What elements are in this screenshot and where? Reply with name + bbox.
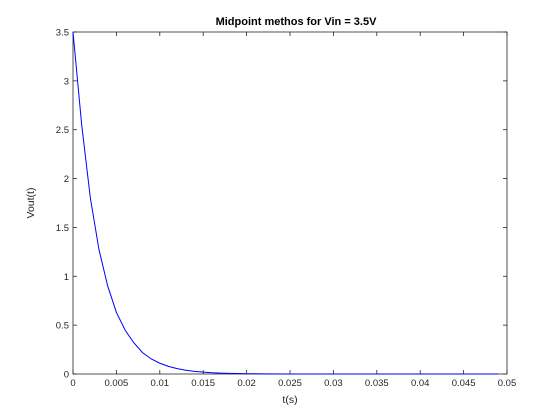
- x-axis-label: t(s): [282, 394, 297, 406]
- chart-title: Midpoint methos for Vin = 3.5V: [216, 16, 378, 28]
- x-tick-label: 0.02: [237, 378, 256, 389]
- x-tick-label: 0.015: [191, 378, 215, 389]
- x-tick-label: 0.05: [498, 378, 517, 389]
- x-tick-label: 0.04: [411, 378, 430, 389]
- x-tick-label: 0.03: [324, 378, 343, 389]
- x-tick-label: 0.005: [105, 378, 129, 389]
- y-tick-label: 3: [64, 76, 69, 87]
- y-tick-label: 0.5: [56, 321, 69, 332]
- y-tick-label: 2: [64, 174, 69, 185]
- series-line: [72, 31, 499, 375]
- y-axis-label: Vout(t): [25, 188, 37, 219]
- x-tick-label: 0.045: [452, 378, 476, 389]
- plot-area: [72, 31, 508, 375]
- y-tick-label: 3.5: [56, 28, 69, 39]
- y-tick-label: 1: [64, 272, 69, 283]
- y-tick-label: 0: [64, 370, 69, 381]
- y-tick-label: 1.5: [56, 223, 69, 234]
- x-tick-label: 0.025: [278, 378, 302, 389]
- x-tick-label: 0.01: [151, 378, 170, 389]
- y-tick-label: 2.5: [56, 125, 69, 136]
- x-tick-label: 0: [70, 378, 75, 389]
- x-tick-label: 0.035: [365, 378, 389, 389]
